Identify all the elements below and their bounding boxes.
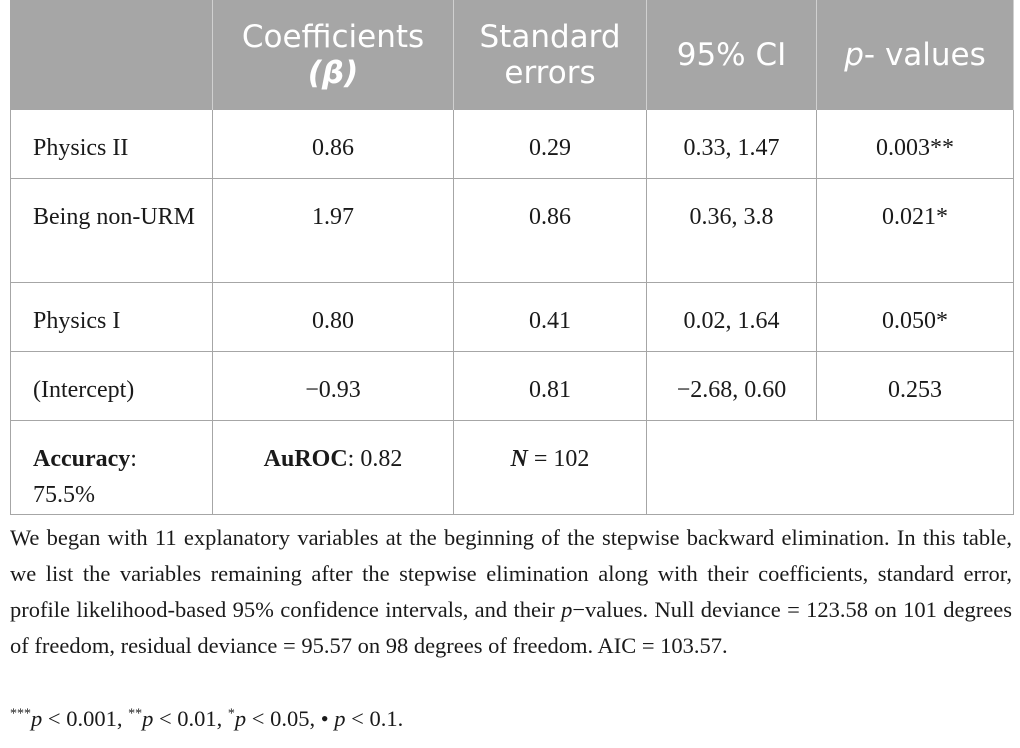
- row-standard-error: 0.29: [453, 109, 647, 179]
- row-coefficient: 0.86: [212, 109, 454, 179]
- summary-accuracy: Accuracy: 75.5%: [10, 420, 213, 515]
- header-row: Coefficients (β) Standard errors 95% CI …: [10, 0, 1014, 110]
- row-coefficient: 1.97: [212, 178, 454, 283]
- sig4-dot: •: [320, 706, 329, 731]
- table-footnote: We began with 11 explanatory variables a…: [10, 520, 1012, 664]
- header-coefficients-label: Coefficients: [241, 18, 425, 55]
- accuracy-value: : 75.5%: [33, 446, 137, 508]
- sig3-p: p: [234, 706, 247, 731]
- row-standard-error: 0.41: [453, 282, 647, 352]
- row-p-value: 0.253: [816, 351, 1014, 421]
- sig3-text: < 0.05,: [246, 706, 321, 731]
- sig4-p: p: [334, 706, 346, 731]
- row-variable: Physics I: [10, 282, 213, 352]
- sig1-text: < 0.001,: [42, 706, 129, 731]
- table-row: (Intercept) −0.93 0.81 −2.68, 0.60 0.253: [10, 351, 1014, 421]
- row-p-value: 0.050*: [816, 282, 1014, 352]
- row-p-value: 0.003**: [816, 109, 1014, 179]
- row-coefficient: −0.93: [212, 351, 454, 421]
- header-p-label: - values: [863, 36, 986, 73]
- auroc-label: AuROC: [263, 446, 348, 472]
- header-ci: 95% CI: [646, 0, 817, 110]
- summary-auroc: AuROC: 0.82: [212, 420, 454, 515]
- sig2-stars: **: [128, 706, 143, 722]
- sig2-p: p: [142, 706, 154, 731]
- row-standard-error: 0.86: [453, 178, 647, 283]
- summary-n: N = 102: [453, 420, 647, 515]
- row-ci: −2.68, 0.60: [646, 351, 817, 421]
- sig4-text: < 0.1.: [345, 706, 404, 731]
- sig1-p: p: [31, 706, 43, 731]
- table-row: Physics I 0.80 0.41 0.02, 1.64 0.050*: [10, 282, 1014, 352]
- header-variable: [10, 0, 213, 110]
- regression-table: Coefficients (β) Standard errors 95% CI …: [10, 0, 1014, 515]
- row-ci: 0.33, 1.47: [646, 109, 817, 179]
- footnote-part1: We began with 11 explanatory variables a…: [10, 525, 1012, 622]
- header-coefficients-symbol: (β): [307, 54, 359, 91]
- header-coefficients: Coefficients (β): [212, 0, 454, 110]
- sig1-stars: ***: [10, 706, 31, 722]
- row-ci: 0.36, 3.8: [646, 178, 817, 283]
- sig2-text: < 0.01,: [153, 706, 228, 731]
- n-label: N: [510, 446, 528, 472]
- row-p-value: 0.021*: [816, 178, 1014, 283]
- header-p-values: p- values: [816, 0, 1014, 110]
- summary-empty: [646, 420, 1014, 515]
- row-ci: 0.02, 1.64: [646, 282, 817, 352]
- header-p-symbol: p: [844, 36, 864, 73]
- accuracy-label: Accuracy: [33, 446, 131, 472]
- table-row: Being non-URM 1.97 0.86 0.36, 3.8 0.021*: [10, 178, 1014, 283]
- row-coefficient: 0.80: [212, 282, 454, 352]
- auroc-value: : 0.82: [347, 446, 403, 472]
- summary-row: Accuracy: 75.5% AuROC: 0.82 N = 102: [10, 420, 1014, 515]
- significance-legend: ***p < 0.001, **p < 0.01, *p < 0.05, • p…: [10, 702, 403, 736]
- row-variable: Being non-URM: [10, 178, 213, 283]
- footnote-p: p: [561, 597, 573, 622]
- sig3-stars: *: [227, 706, 235, 722]
- row-variable: (Intercept): [10, 351, 213, 421]
- footnote-part2: −values. Null deviance = 123.58 on 101 d…: [10, 597, 1012, 658]
- row-variable: Physics II: [10, 109, 213, 179]
- header-standard-errors: Standard errors: [453, 0, 647, 110]
- n-value: = 102: [527, 446, 590, 472]
- table-row: Physics II 0.86 0.29 0.33, 1.47 0.003**: [10, 109, 1014, 179]
- row-standard-error: 0.81: [453, 351, 647, 421]
